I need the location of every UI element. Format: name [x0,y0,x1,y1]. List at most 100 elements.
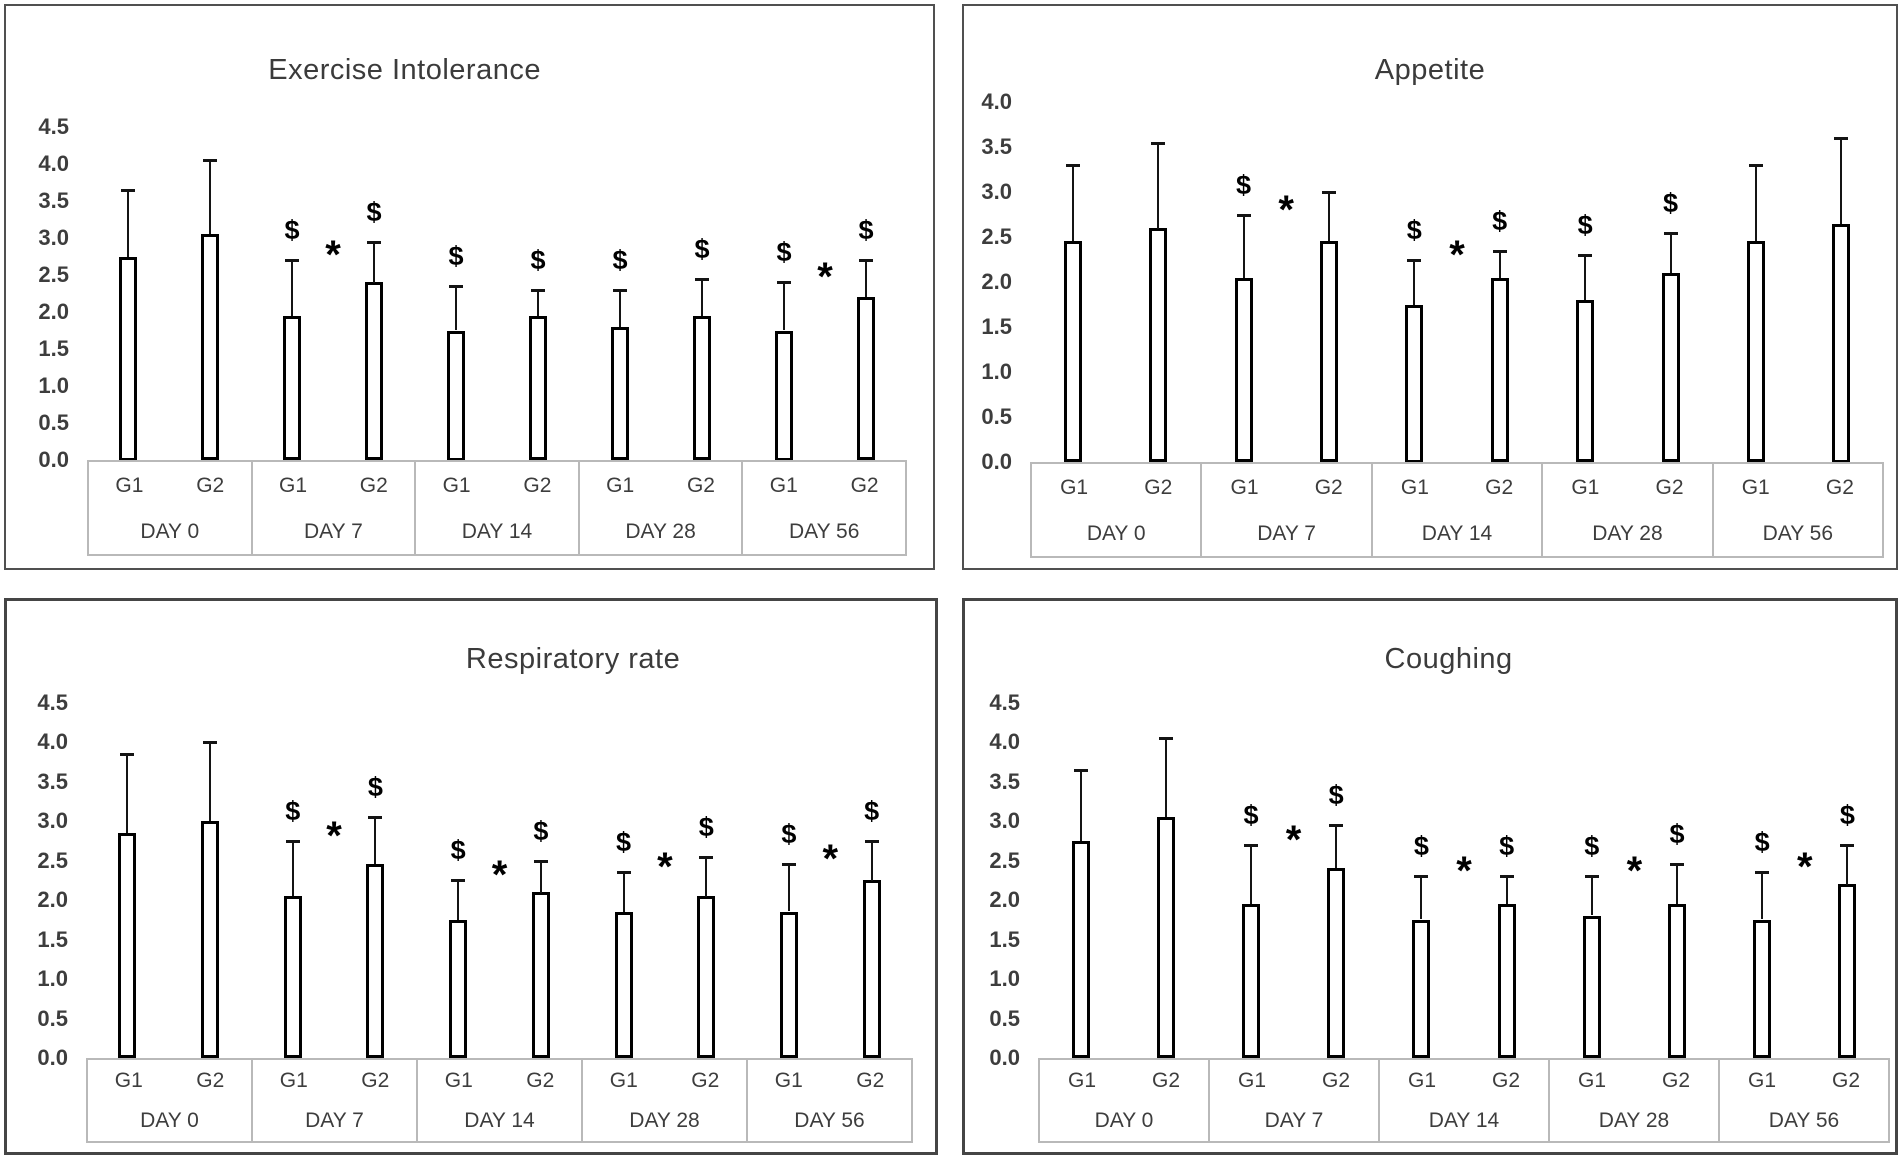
bar [201,821,219,1058]
day-label: DAY 56 [788,519,860,543]
group-label: G1 [114,1068,143,1092]
chart-title: Appetite [1374,54,1486,87]
error-bar-cap [1578,254,1592,257]
error-bar [373,242,375,283]
chart-title: Coughing [1384,643,1513,676]
error-bar [1506,876,1508,904]
error-bar-cap [1237,214,1251,217]
significance-star: * [1285,818,1302,862]
significance-dollar: $ [1584,831,1600,861]
group-label-row: G1 G2 [583,1060,746,1101]
significance-dollar: $ [367,772,383,802]
group-label-row: G1 G2 [748,1060,911,1101]
day-label: DAY 14 [1428,1109,1500,1133]
day-label: DAY 0 [1086,521,1146,545]
day-group-cell: G1 G2 DAY 28 [1548,1060,1718,1141]
error-bar-cap [613,289,627,292]
day-group-cell: G1 G2 DAY 0 [89,462,251,554]
significance-dollar: $ [448,241,464,271]
group-label: G1 [1747,1068,1776,1092]
bar [1747,241,1765,462]
error-bar [1335,825,1337,868]
significance-dollar: $ [776,237,792,267]
bar [693,316,711,460]
error-bar-cap [1151,142,1165,145]
day-group-cell: G1 G2 DAY 14 [416,1060,581,1141]
y-tick-label: 3.5 [981,134,1012,159]
group-label: G2 [361,1068,390,1092]
y-tick-label: 4.0 [981,89,1012,114]
group-label-row: G1 G2 [580,462,742,509]
y-tick-label: 2.0 [37,887,68,912]
significance-dollar: $ [616,827,632,857]
error-bar [1755,165,1757,241]
group-label: G2 [856,1068,885,1092]
group-label: G1 [774,1068,803,1092]
day-group-cell: G1 G2 DAY 56 [1711,464,1882,556]
significance-dollar: $ [1413,831,1429,861]
group-label: G1 [606,473,635,497]
y-tick-label: 3.0 [37,808,68,833]
day-group-cell: G1 G2 DAY 7 [251,1060,416,1141]
significance-dollar: $ [366,197,382,227]
significance-dollar: $ [530,245,546,275]
bar [775,331,793,461]
group-label: G1 [1060,475,1089,499]
group-label: G1 [1237,1068,1266,1092]
bar [1327,868,1345,1058]
error-bar [619,290,621,327]
y-tick-label: 2.5 [37,847,68,873]
y-tick-label: 3.0 [981,179,1012,204]
group-label: G1 [279,1068,308,1092]
y-tick-label: 4.5 [37,689,68,715]
error-bar [1846,845,1848,885]
group-label: G2 [1321,1068,1350,1092]
error-bar [291,260,293,316]
significance-star: * [1797,845,1813,889]
error-bar-cap [1493,250,1507,253]
bar [119,257,137,461]
day-label: DAY 28 [629,1109,700,1133]
y-tick-label: 1.0 [989,966,1020,991]
day-label: DAY 14 [461,519,533,543]
day-label: DAY 7 [1264,1109,1324,1133]
significance-star: * [491,853,508,897]
group-label-row: G1 G2 [418,1060,581,1101]
y-tick-label: 3.5 [37,768,68,794]
bar [1576,300,1594,462]
error-bar [209,742,211,821]
error-bar-cap [1755,871,1769,874]
error-bar [292,841,294,896]
group-label-row: G1 G2 [1380,1060,1548,1101]
bar [284,896,302,1058]
error-bar [457,880,459,920]
day-group-cell: G1 G2 DAY 14 [1370,464,1541,556]
error-bar [1676,864,1678,904]
error-bar [1328,192,1330,241]
bar [1583,916,1601,1058]
y-tick-label: 1.0 [981,359,1012,384]
y-tick-label: 0.5 [37,1005,68,1031]
group-label: G1 [1407,1068,1436,1092]
y-tick-label: 2.0 [981,269,1012,294]
bar [615,912,633,1058]
y-tick-label: 2.5 [981,224,1012,249]
day-label: DAY 28 [1592,521,1663,545]
error-bar [1499,251,1501,278]
day-label: DAY 14 [1421,521,1493,545]
error-bar-cap [534,860,548,863]
day-group-cell: G1 G2 DAY 0 [1032,464,1200,556]
significance-dollar: $ [1499,831,1515,861]
error-bar [623,872,625,912]
group-label: G2 [1151,1068,1180,1092]
group-label-row: G1 G2 [253,462,415,509]
significance-dollar: $ [612,245,628,275]
group-label-row: G1 G2 [1714,464,1882,511]
error-bar [1243,215,1245,278]
category-axis: G1 G2 DAY 0 G1 G2 DAY 7 G1 G2 DAY 14 G1 G2 DAY 28 G1… [87,460,907,556]
significance-dollar: $ [1669,819,1685,849]
error-bar-cap [1074,769,1088,772]
group-label-row: G1 G2 [1202,464,1370,511]
error-bar-cap [1066,164,1080,167]
significance-dollar: $ [1328,780,1344,810]
